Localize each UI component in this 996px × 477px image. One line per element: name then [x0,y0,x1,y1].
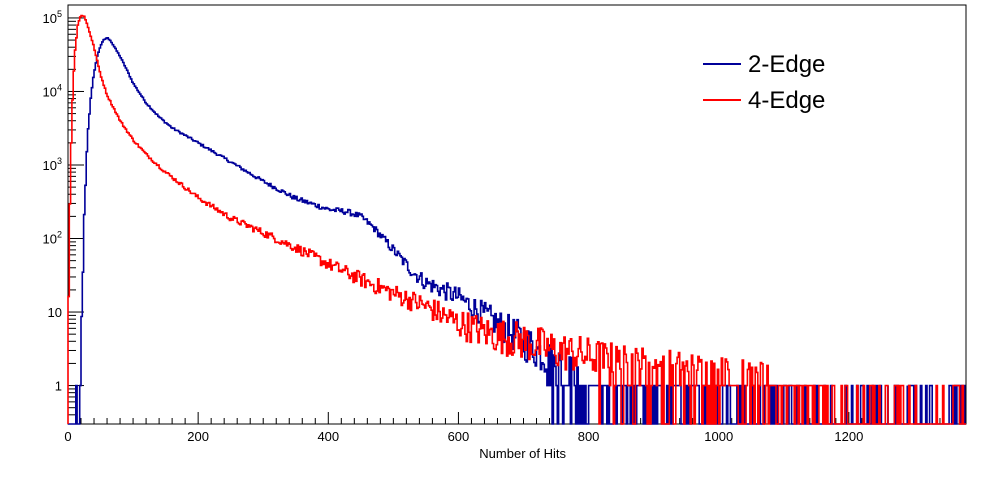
x-tick-label: 0 [64,429,71,444]
y-tick-label: 105 [43,9,62,26]
y-tick-label: 10 [48,305,62,320]
x-tick-label: 1000 [704,429,733,444]
y-tick-label: 102 [43,230,62,247]
series-line-2 [67,14,966,425]
y-tick-label: 1 [55,379,62,394]
x-tick-label: 200 [187,429,209,444]
x-tick-label: 400 [317,429,339,444]
x-tick-label: 800 [578,429,600,444]
series-line-1 [68,37,966,425]
x-axis-label: Number of Hits [479,446,566,461]
x-tick-label: 1200 [834,429,863,444]
y-tick-label: 103 [43,156,62,173]
legend-label: 4-Edge [748,87,825,114]
y-tick-label: 104 [43,82,62,99]
x-tick-label: 600 [448,429,470,444]
plot-frame [67,4,967,425]
legend-label: 2-Edge [748,51,825,78]
